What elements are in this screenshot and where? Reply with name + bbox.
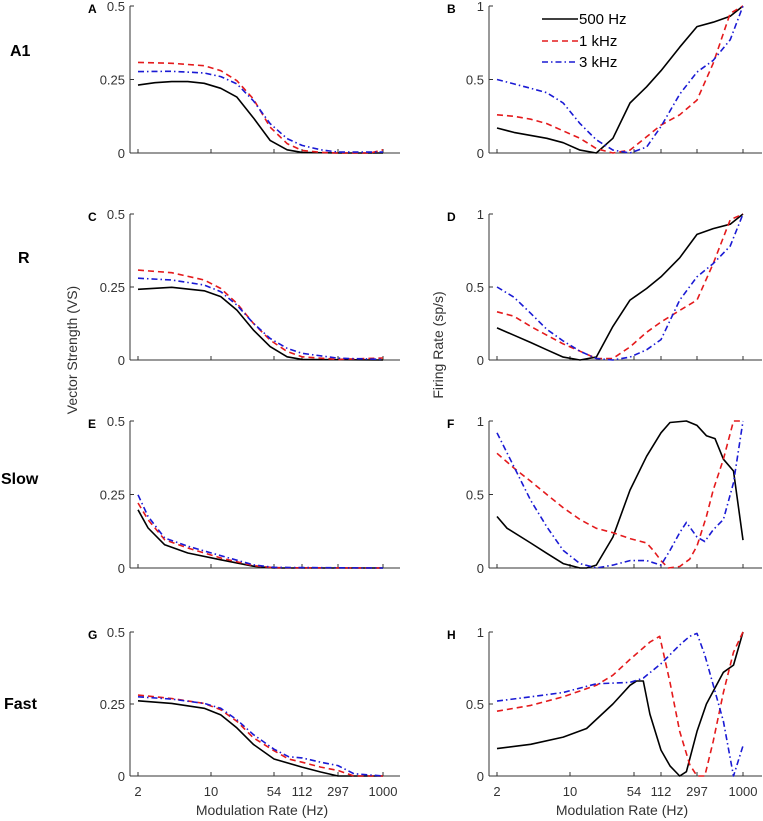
- panel-b: B 0 0.5 1: [447, 0, 762, 161]
- y-axis-label-left: Vector Strength (VS): [64, 286, 80, 414]
- legend-label-3khz: 3 kHz: [579, 54, 617, 71]
- y-tick-label: 0.5: [466, 697, 484, 712]
- x-tick-label: 112: [651, 784, 672, 799]
- y-tick-label: 0.5: [107, 414, 125, 429]
- y-tick-label: 0.5: [466, 280, 484, 295]
- y-tick-label: 0: [477, 561, 484, 576]
- x-tick-label: 10: [204, 784, 218, 799]
- panel-f: F 0 0.5 1: [447, 414, 762, 576]
- panel-a: A 0 0.25 0.5: [88, 0, 400, 161]
- series-line-500hz: [137, 80, 383, 154]
- y-tick-label: 0.5: [107, 625, 125, 640]
- y-tick-label: 0: [477, 769, 484, 784]
- y-tick-label: 0.5: [466, 73, 484, 88]
- x-tick-label: 1000: [729, 784, 758, 799]
- x-tick-label: 2: [134, 784, 141, 799]
- x-tick-label: 297: [327, 784, 349, 799]
- series-line-1khz: [137, 502, 384, 569]
- x-tick-label: 10: [563, 784, 577, 799]
- panel-letter: G: [88, 628, 97, 642]
- panel-g: G 0 0.25 0.5 2 10 54 112 297 1000: [88, 625, 400, 799]
- panel-c: C 0 0.25 0.5: [88, 207, 400, 368]
- y-tick-label: 0.5: [107, 0, 125, 14]
- panel-letter: D: [447, 210, 456, 224]
- x-tick-label: 54: [627, 784, 641, 799]
- x-tick-label: 1000: [369, 784, 398, 799]
- series-line-1khz: [496, 213, 744, 360]
- y-tick-label: 0: [118, 353, 125, 368]
- panel-letter: E: [88, 417, 96, 431]
- panel-letter: B: [447, 2, 456, 16]
- series-line-1khz: [137, 61, 384, 154]
- series-line-1khz: [496, 5, 744, 154]
- panel-letter: F: [447, 417, 454, 431]
- y-tick-label: 1: [477, 625, 484, 640]
- row-label-a1: A1: [10, 43, 31, 60]
- y-tick-label: 0: [477, 146, 484, 161]
- panel-d: D 0 0.5 1: [447, 207, 762, 368]
- y-tick-label: 1: [477, 414, 484, 429]
- row-label-slow: Slow: [1, 471, 39, 488]
- y-tick-label: 0.25: [100, 73, 125, 88]
- series-line-3khz: [496, 632, 744, 777]
- legend-label-1khz: 1 kHz: [579, 33, 617, 50]
- y-axis-label-right: Firing Rate (sp/s): [430, 291, 446, 398]
- series-line-500hz: [496, 631, 744, 777]
- series-line-3khz: [496, 213, 744, 361]
- y-tick-label: 0.5: [466, 488, 484, 503]
- y-tick-label: 0.5: [107, 207, 125, 222]
- series-line-3khz: [496, 5, 744, 154]
- x-axis-label-right: Modulation Rate (Hz): [556, 802, 688, 818]
- y-tick-label: 0: [118, 769, 125, 784]
- series-line-500hz: [137, 509, 383, 569]
- row-label-fast: Fast: [4, 696, 38, 713]
- x-tick-label: 2: [493, 784, 500, 799]
- series-line-1khz: [137, 269, 384, 361]
- x-axis-label-left: Modulation Rate (Hz): [196, 802, 328, 818]
- legend-label-500hz: 500 Hz: [579, 11, 627, 28]
- panel-letter: C: [88, 210, 97, 224]
- x-tick-label: 112: [292, 784, 313, 799]
- series-line-3khz: [496, 420, 744, 569]
- series-line-1khz: [496, 631, 744, 777]
- series-line-500hz: [496, 5, 744, 154]
- legend: 500 Hz 1 kHz 3 kHz: [542, 11, 627, 71]
- y-tick-label: 0: [118, 561, 125, 576]
- x-tick-label: 297: [686, 784, 708, 799]
- series-line-500hz: [137, 286, 384, 361]
- y-tick-label: 0: [477, 353, 484, 368]
- row-label-r: R: [18, 250, 30, 267]
- x-tick-label: 54: [267, 784, 281, 799]
- series-line-500hz: [137, 700, 383, 777]
- y-tick-label: 1: [477, 0, 484, 14]
- panel-letter: A: [88, 2, 97, 16]
- y-tick-label: 0.25: [100, 697, 125, 712]
- panel-h: H 0 0.5 1 2 10 54 112 297 1000: [447, 625, 762, 799]
- y-tick-label: 0.25: [100, 280, 125, 295]
- series-line-3khz: [137, 696, 384, 777]
- series-line-1khz: [496, 420, 743, 569]
- y-tick-label: 0.25: [100, 488, 125, 503]
- series-line-500hz: [496, 420, 744, 569]
- y-tick-label: 0: [118, 146, 125, 161]
- y-tick-label: 1: [477, 207, 484, 222]
- series-line-3khz: [137, 494, 384, 569]
- series-line-500hz: [496, 213, 744, 361]
- series-line-3khz: [137, 70, 383, 153]
- series-line-1khz: [137, 694, 383, 777]
- panel-letter: H: [447, 628, 456, 642]
- series-line-3khz: [137, 277, 384, 361]
- panel-e: E 0 0.25 0.5: [88, 414, 400, 576]
